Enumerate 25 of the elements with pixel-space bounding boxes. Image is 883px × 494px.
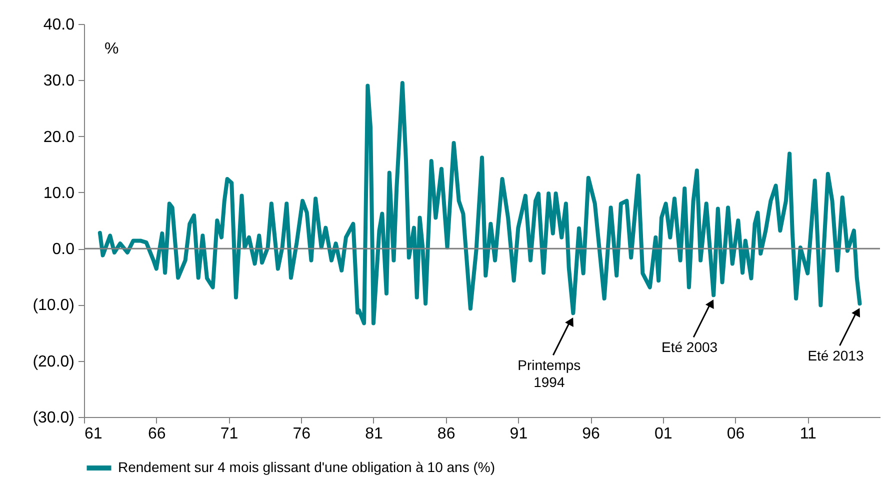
x-tick-label: 91 bbox=[510, 426, 528, 442]
legend-label: Rendement sur 4 mois glissant d'une obligation à 10 ans (%) bbox=[118, 459, 495, 475]
x-tick-label: 81 bbox=[365, 426, 383, 442]
x-tick-label: 76 bbox=[292, 426, 311, 442]
y-tick-label: 30.0 bbox=[43, 72, 75, 90]
x-tick-label: 11 bbox=[800, 426, 817, 442]
x-tick-label: 96 bbox=[582, 426, 600, 442]
annotation: Printemps 1994 bbox=[518, 357, 581, 390]
y-tick-label: 20.0 bbox=[43, 128, 75, 146]
y-tick-label: 10.0 bbox=[43, 184, 75, 202]
y-tick-label: 0.0 bbox=[52, 241, 75, 258]
line-series bbox=[98, 80, 862, 326]
x-tick-label: 06 bbox=[726, 426, 745, 442]
y-tick-label: 40.0 bbox=[43, 16, 75, 34]
x-tick-label: 66 bbox=[148, 426, 166, 442]
y-tick-label: (30.0) bbox=[32, 410, 74, 426]
annotation: Eté 2013 bbox=[808, 348, 864, 364]
y-axis-title: % bbox=[104, 40, 119, 58]
y-tick-label: (20.0) bbox=[32, 353, 74, 370]
annotation: Eté 2003 bbox=[662, 339, 718, 356]
x-tick-label: 71 bbox=[220, 426, 238, 442]
y-tick-label: (10.0) bbox=[32, 297, 74, 314]
x-tick-label: 61 bbox=[84, 426, 102, 442]
x-tick-label: 01 bbox=[654, 426, 672, 442]
x-tick-label: 86 bbox=[437, 426, 456, 442]
